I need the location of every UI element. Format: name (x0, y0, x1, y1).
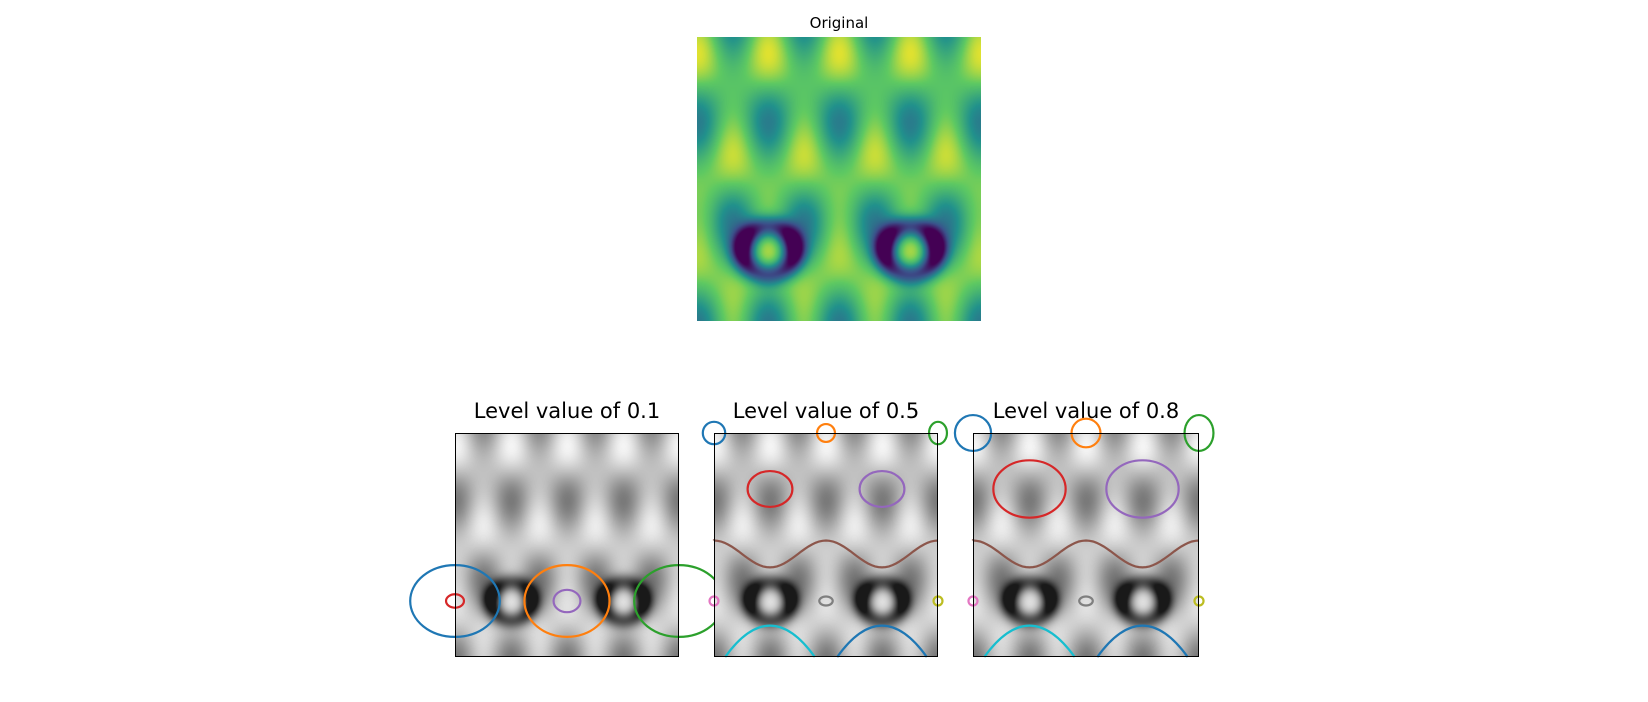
contour-line-4 (1105, 459, 1180, 519)
contour-line-arch-0 (983, 624, 1076, 658)
contour-line-6 (818, 595, 834, 607)
contour-line-4 (552, 588, 582, 614)
contour-line-band (712, 539, 939, 569)
axes-frame (455, 433, 679, 657)
contour-plot-0.8 (953, 413, 1215, 658)
contour-panel-0.8 (953, 413, 1215, 658)
contour-title-0.1: Level value of 0.1 (473, 399, 661, 423)
contour-plot-0.5 (701, 420, 949, 658)
contour-title-0.5: Level value of 0.5 (732, 399, 920, 423)
original-heatmap (697, 37, 981, 321)
contour-plot-0.1 (409, 433, 725, 657)
contour-line-arch-1 (1096, 624, 1189, 658)
contour-line-6 (1078, 595, 1094, 607)
contour-panel-0.1 (409, 433, 725, 657)
grayscale-background (714, 433, 938, 657)
original-heatmap-panel (697, 37, 981, 321)
contour-line-4 (858, 469, 906, 509)
contour-line-3 (746, 469, 794, 509)
contour-line-1 (523, 564, 611, 638)
axes-frame (973, 433, 1199, 657)
original-title: Original (809, 14, 869, 32)
contour-line-3 (992, 459, 1067, 519)
contour-line-arch-1 (836, 624, 928, 658)
grayscale-background (973, 433, 1199, 657)
axes-frame (714, 433, 938, 657)
contour-line-arch-0 (724, 624, 816, 658)
contour-panel-0.5 (701, 420, 949, 658)
contour-line-band (971, 539, 1200, 569)
